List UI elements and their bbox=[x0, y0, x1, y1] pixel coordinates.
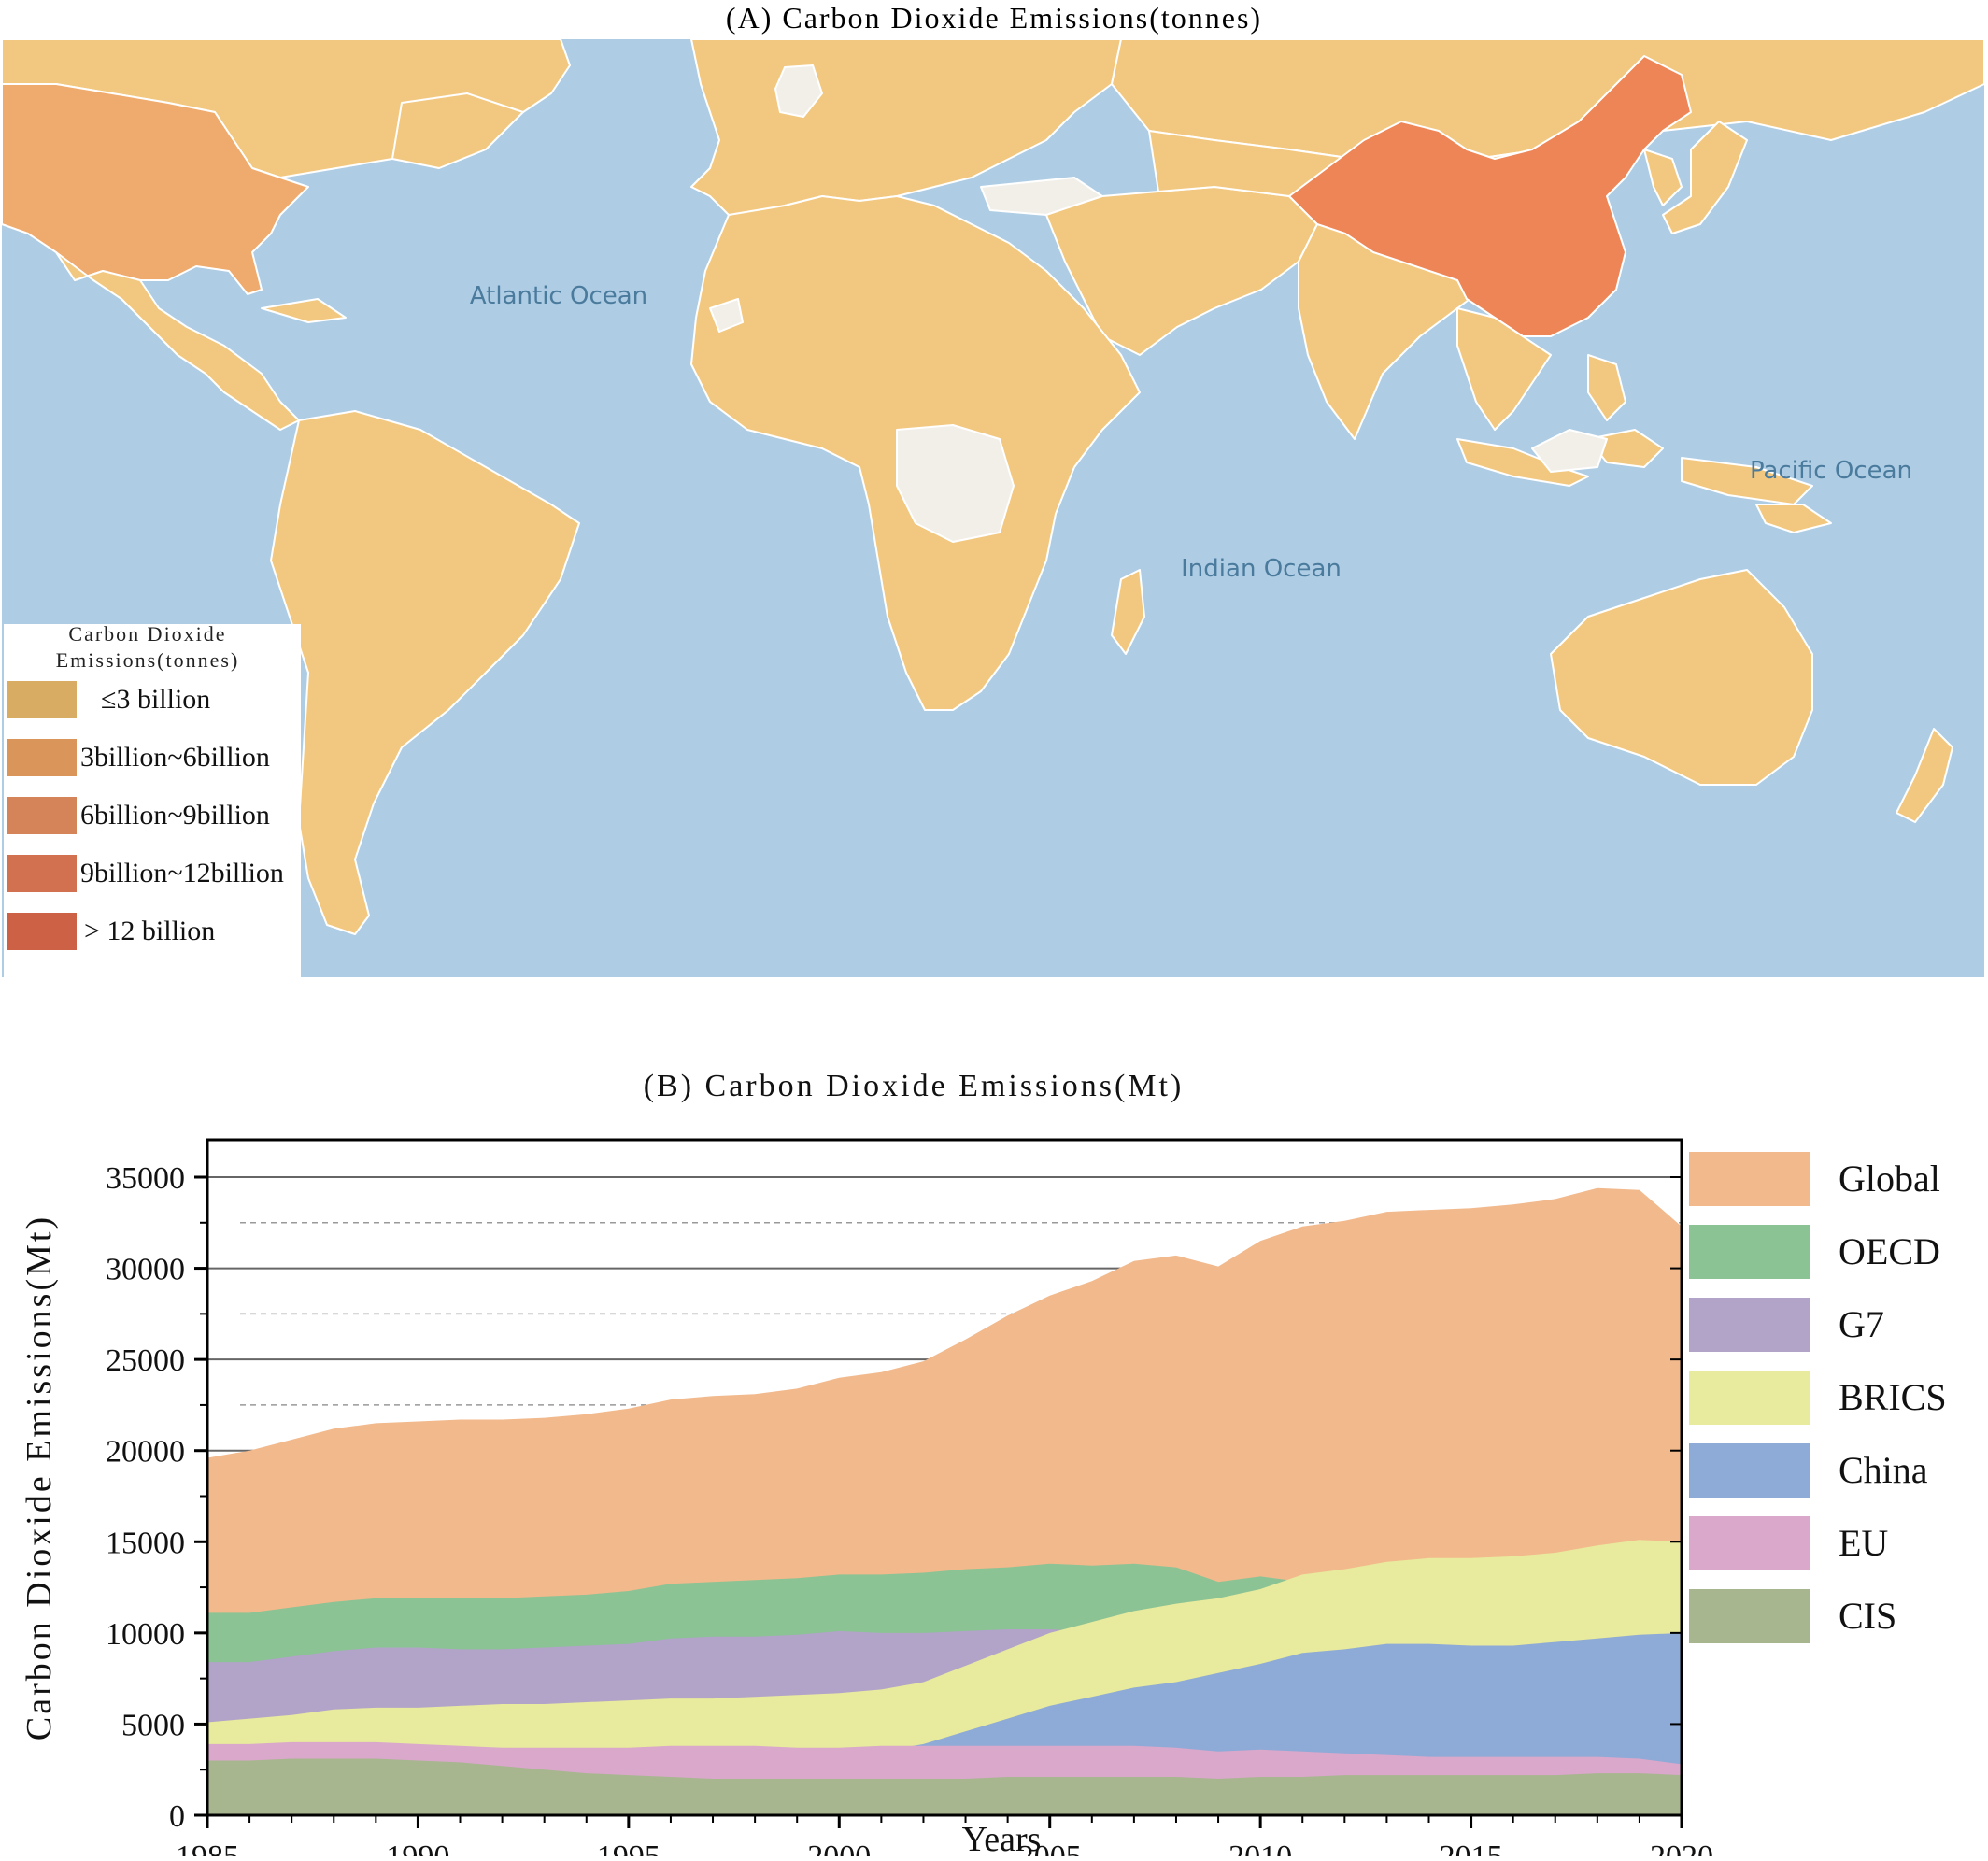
x-axis-ticks: 1985 1990 1995 2000 2005 2010 2015 2020 bbox=[176, 1815, 1713, 1861]
legend-label-4: 9billion~12billion bbox=[80, 858, 284, 888]
ocean-label-pacific: Pacific Ocean bbox=[1750, 457, 1912, 485]
legend-swatch-cis bbox=[1689, 1589, 1810, 1643]
legend-swatch-g7 bbox=[1689, 1298, 1810, 1352]
world-map: (A) Carbon Dioxide Emissions(tonnes) bbox=[1, 1, 1985, 977]
x-tick-label: 2005 bbox=[1018, 1840, 1082, 1856]
legend-swatch-3 bbox=[7, 797, 77, 834]
y-tick-label: 25000 bbox=[106, 1343, 185, 1378]
legend-label-2: 3billion~6billion bbox=[80, 742, 270, 773]
area-cis bbox=[207, 1758, 1682, 1815]
country-cuba bbox=[261, 298, 347, 323]
map-legend: Carbon Dioxide Emissions(tonnes) ≤3 bill… bbox=[4, 622, 301, 977]
x-tick-label: 2000 bbox=[807, 1840, 871, 1856]
country-southeast-asia bbox=[1456, 307, 1552, 431]
x-tick-label: 2015 bbox=[1440, 1840, 1503, 1856]
legend-label-cis: CIS bbox=[1839, 1595, 1896, 1637]
country-uk bbox=[774, 64, 823, 118]
x-tick-label: 1995 bbox=[597, 1840, 660, 1856]
country-china bbox=[1288, 55, 1692, 337]
legend-swatch-china bbox=[1689, 1443, 1810, 1498]
y-tick-label: 20000 bbox=[106, 1435, 185, 1470]
y-tick-label: 5000 bbox=[121, 1708, 185, 1742]
country-philippines bbox=[1587, 354, 1626, 421]
country-canada-east bbox=[391, 92, 524, 169]
legend-title-line2: Emissions(tonnes) bbox=[56, 648, 240, 672]
map-panel: (A) Carbon Dioxide Emissions(tonnes) bbox=[1, 1, 1985, 977]
legend-label-g7: G7 bbox=[1839, 1303, 1884, 1345]
legend-label-1: ≤3 billion bbox=[101, 684, 210, 715]
legend-label-eu: EU bbox=[1839, 1522, 1888, 1564]
chart-legend: Global OECD G7 BRICS China EU CIS bbox=[1689, 1152, 1947, 1643]
country-borneo bbox=[1531, 429, 1608, 473]
country-western-sahara bbox=[709, 298, 744, 333]
legend-swatch-oecd bbox=[1689, 1225, 1810, 1279]
legend-swatch-1 bbox=[7, 681, 77, 718]
legend-label-china: China bbox=[1839, 1449, 1928, 1491]
country-papua bbox=[1755, 504, 1832, 533]
ocean-label-atlantic: Atlantic Ocean bbox=[470, 282, 647, 310]
chart-panel: (B) Carbon Dioxide Emissions(Mt) 1985 199… bbox=[0, 1014, 1988, 1861]
legend-swatch-5 bbox=[7, 913, 77, 950]
legend-swatch-4 bbox=[7, 855, 77, 892]
y-axis-label: Carbon Dioxide Emissions(Mt) bbox=[20, 1215, 59, 1740]
y-tick-label: 10000 bbox=[106, 1617, 185, 1652]
legend-label-oecd: OECD bbox=[1839, 1230, 1940, 1272]
country-new-zealand bbox=[1896, 728, 1953, 823]
y-tick-label: 30000 bbox=[106, 1253, 185, 1287]
legend-label-3: 6billion~9billion bbox=[80, 800, 270, 831]
plot-frame bbox=[206, 1138, 1683, 1817]
country-south-america bbox=[270, 410, 580, 935]
legend-swatch-global bbox=[1689, 1152, 1810, 1206]
legend-label-brics: BRICS bbox=[1839, 1376, 1947, 1418]
country-australia bbox=[1550, 569, 1813, 786]
chart-title: (B) Carbon Dioxide Emissions(Mt) bbox=[644, 1069, 1185, 1103]
x-tick-label: 1985 bbox=[176, 1840, 239, 1856]
ocean-label-indian: Indian Ocean bbox=[1181, 555, 1342, 583]
x-tick-label: 2010 bbox=[1228, 1840, 1292, 1856]
legend-swatch-brics bbox=[1689, 1371, 1810, 1425]
y-tick-label: 35000 bbox=[106, 1161, 185, 1196]
area-chart: (B) Carbon Dioxide Emissions(Mt) 1985 199… bbox=[20, 1069, 1947, 1861]
country-madagascar bbox=[1111, 569, 1145, 655]
y-axis-ticks: 0 5000 10000 15000 20000 25000 30000 35000 bbox=[106, 1161, 1682, 1834]
country-congo-basin bbox=[896, 424, 1015, 543]
y-tick-label: 15000 bbox=[106, 1526, 185, 1560]
legend-label-5: > 12 billion bbox=[84, 916, 215, 946]
x-tick-label: 2020 bbox=[1650, 1840, 1713, 1856]
land-masses bbox=[1, 38, 1985, 935]
x-axis-label: Years bbox=[962, 1820, 1042, 1856]
x-tick-label: 1990 bbox=[386, 1840, 449, 1856]
legend-swatch-2 bbox=[7, 739, 77, 776]
area-series bbox=[207, 1187, 1682, 1815]
map-title: (A) Carbon Dioxide Emissions(tonnes) bbox=[726, 1, 1262, 35]
legend-swatch-eu bbox=[1689, 1516, 1810, 1570]
legend-title-line1: Carbon Dioxide bbox=[68, 622, 226, 646]
country-korea-japan bbox=[1643, 121, 1748, 234]
legend-label-global: Global bbox=[1839, 1158, 1940, 1200]
y-tick-label: 0 bbox=[169, 1799, 185, 1834]
